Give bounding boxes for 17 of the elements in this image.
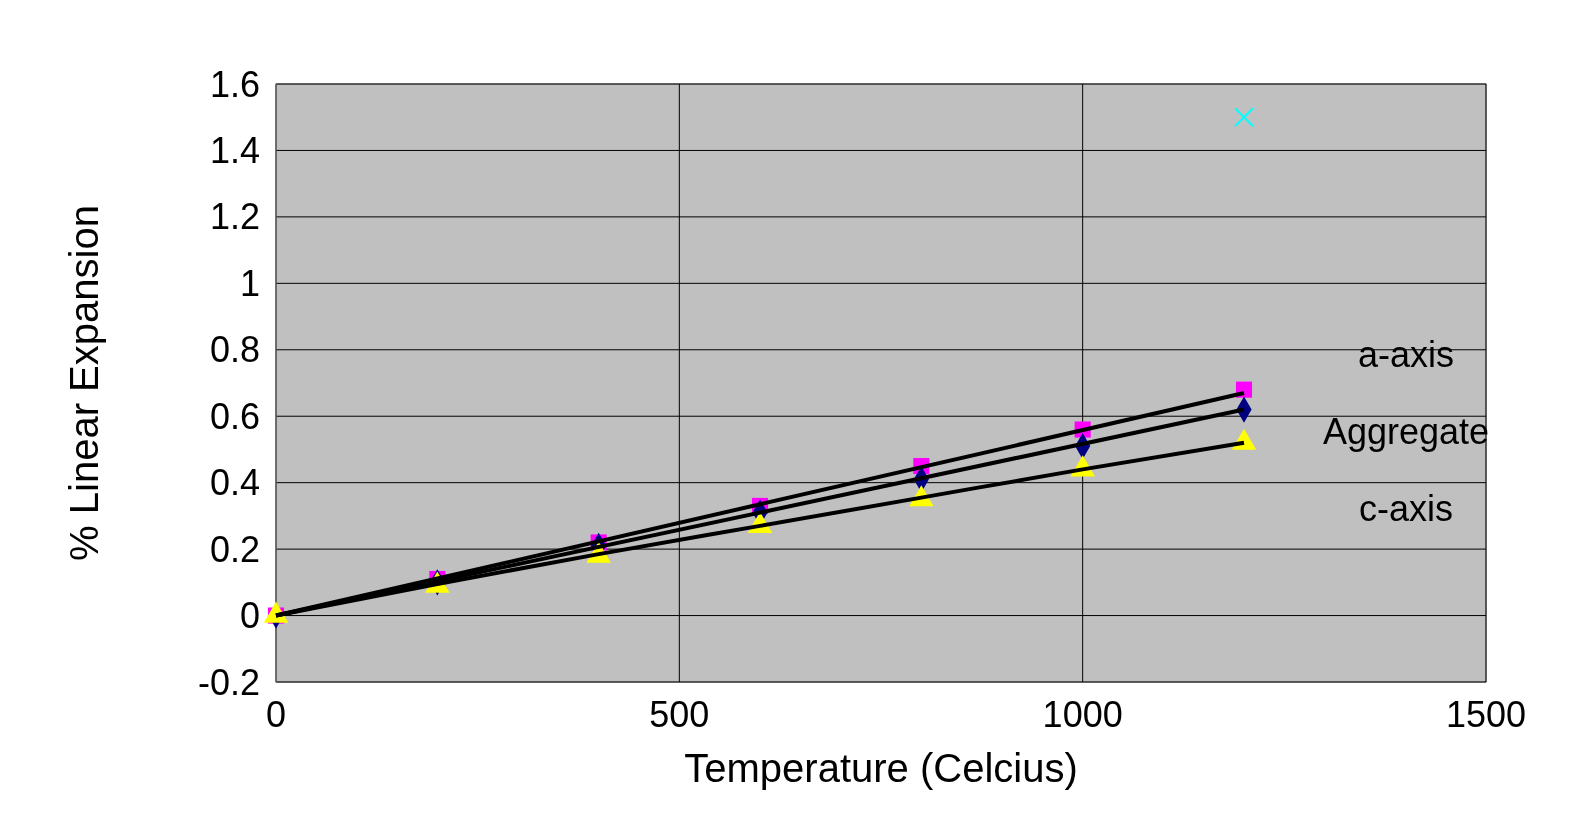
x-tick-label: 1000	[1042, 693, 1123, 735]
y-tick-label: 0.4	[209, 462, 260, 504]
y-tick-label: 0.6	[209, 395, 260, 437]
y-tick-label: 0.8	[209, 329, 260, 371]
y-tick-label: 1	[239, 262, 260, 304]
x-tick-label: 0	[265, 693, 287, 735]
y-tick-label: -0.2	[197, 661, 260, 703]
y-tick-label: 0.2	[209, 528, 260, 570]
y-tick-label: 0	[239, 595, 260, 637]
y-tick-label: 1.4	[209, 130, 260, 172]
y-axis-title: % Linear Expansion	[62, 205, 106, 561]
x-tick-label: 1500	[1445, 693, 1527, 735]
x-tick-label: 500	[649, 693, 710, 735]
y-tick-label: 1.6	[209, 63, 260, 105]
y-tick-label: 1.2	[209, 196, 260, 238]
x-axis-title: Temperature (Celcius)	[684, 746, 1078, 790]
annotation: c-axis	[1358, 487, 1454, 529]
